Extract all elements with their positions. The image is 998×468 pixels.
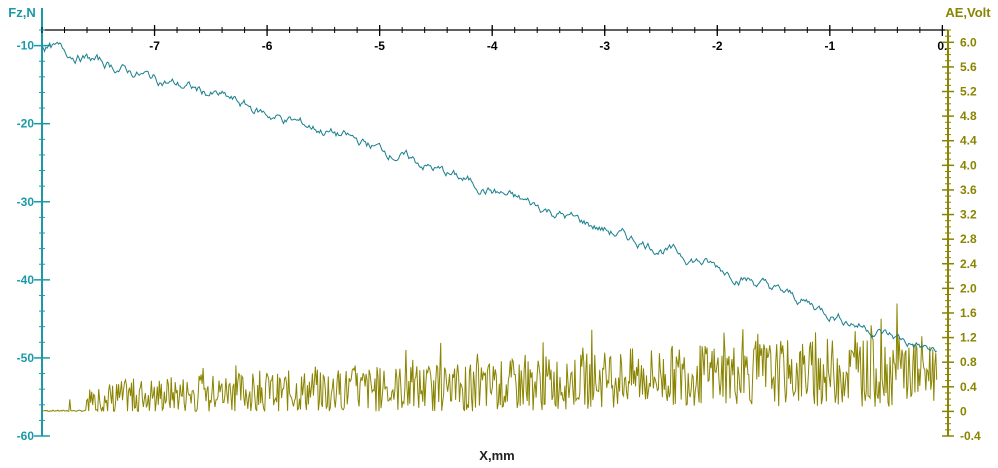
y-left-tick-label: -60 (17, 429, 35, 443)
y-left-tick-label: -20 (17, 117, 35, 131)
y-left-tick-label: -30 (17, 195, 35, 209)
y-right-tick-label: 2.8 (960, 232, 977, 246)
y-left-tick-label: -50 (17, 351, 35, 365)
y-right-tick-label: 4.4 (960, 134, 977, 148)
y-right-tick-label: 5.6 (960, 60, 977, 74)
y-right-tick-label: 0 (960, 404, 967, 418)
series-fz-line (41, 41, 937, 353)
y-right-axis-title: AE,Volt (945, 5, 991, 20)
y-right-tick-label: 2.0 (960, 281, 977, 295)
x-tick-label: 0. (937, 39, 947, 53)
y-left-axis-title: Fz,N (8, 5, 35, 20)
x-tick-label: -1 (824, 39, 835, 53)
y-left-tick-label: -40 (17, 273, 35, 287)
x-tick-label: -2 (712, 39, 723, 53)
y-right-tick-label: 5.2 (960, 85, 977, 99)
x-tick-label: -3 (599, 39, 610, 53)
y-right-tick-label: 0.4 (960, 380, 977, 394)
x-axis-title: X,mm (479, 448, 514, 463)
y-right-tick-label: 4.0 (960, 158, 977, 172)
y-right-tick-label: 3.2 (960, 208, 977, 222)
y-right-tick-label: 0.8 (960, 355, 977, 369)
y-right-tick-label: 6.0 (960, 35, 977, 49)
x-tick-label: -5 (374, 39, 385, 53)
y-left-tick-label: -10 (17, 39, 35, 53)
y-right-tick-label: 4.8 (960, 109, 977, 123)
y-right-tick-label: 1.2 (960, 331, 977, 345)
y-right-tick-label: 1.6 (960, 306, 977, 320)
x-tick-label: -6 (262, 39, 273, 53)
x-tick-label: -7 (149, 39, 160, 53)
y-right-tick-label: -0.4 (960, 429, 981, 443)
y-right-tick-label: 3.6 (960, 183, 977, 197)
series-ae-line (41, 303, 938, 413)
y-right-tick-label: 2.4 (960, 257, 977, 271)
x-tick-label: -4 (487, 39, 498, 53)
